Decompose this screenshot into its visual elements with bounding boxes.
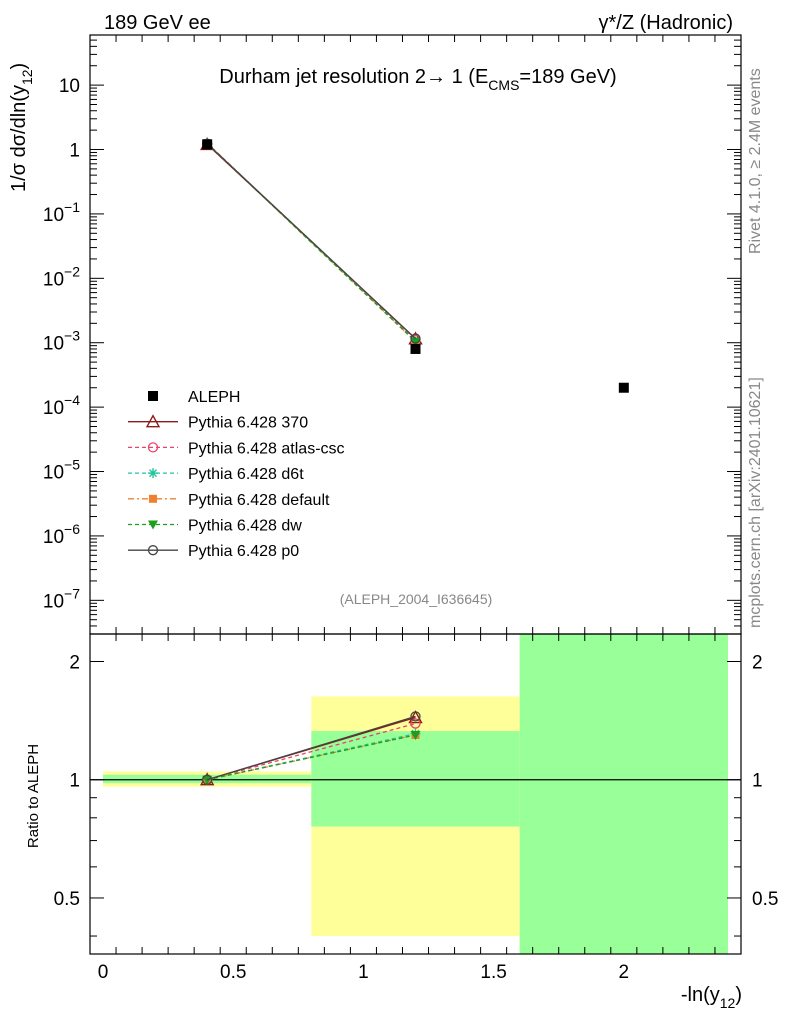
legend-marker-4 xyxy=(149,494,157,503)
legend-label-3: Pythia 6.428 d6t xyxy=(188,466,304,483)
legend-marker-1 xyxy=(145,414,161,428)
ylabel-main: 1/σ dσ/dln(y xyxy=(8,85,30,192)
legend-marker-2 xyxy=(147,442,159,453)
title-sub: CMS xyxy=(488,77,519,93)
ratio-series-marker-5-0 xyxy=(202,774,213,785)
ratio-series-line-5 xyxy=(206,715,416,781)
main-ytick-label-5: 10−4 xyxy=(43,392,80,419)
main-data-points xyxy=(202,139,629,393)
legend-marker-5 xyxy=(148,520,158,530)
ratio-xtick-label-0: 0 xyxy=(98,962,109,983)
title-one: 1 (E xyxy=(446,66,488,88)
title-main: Durham jet resolution 2 xyxy=(219,66,426,88)
ratio-xtick-label-3: 1.5 xyxy=(480,962,506,983)
main-ylabel: 1/σ dσ/dln(y12) xyxy=(8,63,35,192)
ratio-series-marker-5-1 xyxy=(410,711,421,722)
rivet-version-label: Rivet 4.1.0, ≥ 2.4M events xyxy=(747,68,764,254)
main-ytick-label-6: 10−5 xyxy=(43,457,80,484)
legend-marker-3 xyxy=(148,468,158,479)
chart-title: Durham jet resolution 2→ 1 (ECMS=189 GeV… xyxy=(219,66,616,93)
legend-label-1: Pythia 6.428 370 xyxy=(188,415,308,432)
ratio-series-marker-1-1 xyxy=(410,718,421,729)
ratio-bands xyxy=(90,634,741,954)
main-series-marker-5-1 xyxy=(410,333,421,344)
main-series xyxy=(200,136,423,347)
aleph-point-1 xyxy=(410,343,421,354)
main-ytick-label-4: 10−3 xyxy=(43,328,80,355)
legend-label-2: Pythia 6.428 atlas-csc xyxy=(188,440,345,457)
ratio-ytick-label-left-1: 1 xyxy=(69,771,80,792)
main-ytick-label-2: 10−1 xyxy=(43,199,80,226)
ylabel-tail: ) xyxy=(8,63,30,70)
aleph-point-2 xyxy=(618,382,629,393)
ratio-series xyxy=(200,710,423,786)
ratio-xtick-label-4: 2 xyxy=(619,962,630,983)
main-ytick-label-1: 1 xyxy=(69,141,80,162)
mcplots-label: mcplots.cern.ch [arXiv:2401.10621] xyxy=(747,377,764,628)
ratio-frame xyxy=(89,633,742,955)
ratio-series-line-4 xyxy=(207,734,416,781)
xlabel-sub: 12 xyxy=(720,995,736,1011)
main-ytick-label-0: 10 xyxy=(59,76,80,97)
ratio-ylabel: Ratio to ALEPH xyxy=(25,744,42,848)
ratio-band-green-2 xyxy=(519,634,728,954)
ratio-ytick-label-right-1: 1 xyxy=(752,771,763,792)
main-ytick-label-8: 10−7 xyxy=(43,585,80,612)
ratio-band-green-1 xyxy=(311,731,520,827)
header-right: γ*/Z (Hadronic) xyxy=(599,12,733,34)
axes: 10 1 10−1 10−2 10−3 10−4 10−5 10−6 10−7 0 0.5 1 1.5 2… xyxy=(43,34,778,983)
aleph-point-0 xyxy=(202,139,213,150)
xlabel-tail: ) xyxy=(735,984,742,1006)
main-ytick-label-3: 10−2 xyxy=(43,263,80,290)
ylabel-sub: 12 xyxy=(19,69,35,85)
ratio-series-marker-4-1 xyxy=(410,730,421,740)
ratio-series-line-1 xyxy=(207,722,416,781)
ratio-series-marker-4-0 xyxy=(202,775,213,785)
legend-label-5: Pythia 6.428 dw xyxy=(188,518,302,535)
title-tail: =189 GeV) xyxy=(519,66,616,88)
legend-label-6: Pythia 6.428 p0 xyxy=(188,543,299,560)
main-series-line-5 xyxy=(206,143,416,340)
main-series-line-4 xyxy=(206,142,416,343)
analysis-id: (ALEPH_2004_I636645) xyxy=(340,591,493,607)
legend-label-4: Pythia 6.428 default xyxy=(188,492,330,509)
ratio-ytick-label-left-2: 0.5 xyxy=(54,889,80,910)
legend-marker-0 xyxy=(148,391,158,401)
ratio-ytick-label-left-0: 2 xyxy=(69,653,80,674)
ratio-ytick-label-right-2: 0.5 xyxy=(752,889,778,910)
header-left: 189 GeV ee xyxy=(104,12,211,34)
legend-marker-6 xyxy=(147,545,159,556)
legend-label-0: ALEPH xyxy=(188,389,240,406)
xlabel-main: -ln(y xyxy=(681,984,720,1006)
title-arrow: → xyxy=(426,66,446,88)
ratio-ytick-label-right-0: 2 xyxy=(752,653,763,674)
main-ytick-label-7: 10−6 xyxy=(43,521,80,548)
ratio-xtick-label-1: 0.5 xyxy=(220,962,246,983)
legend: ALEPH Pythia 6.428 370 Pythia 6.428 atlas-… xyxy=(128,389,345,560)
main-series-marker-4-1 xyxy=(410,337,421,347)
ratio-xtick-label-2: 1 xyxy=(358,962,369,983)
xlabel: -ln(y12) xyxy=(681,984,742,1011)
